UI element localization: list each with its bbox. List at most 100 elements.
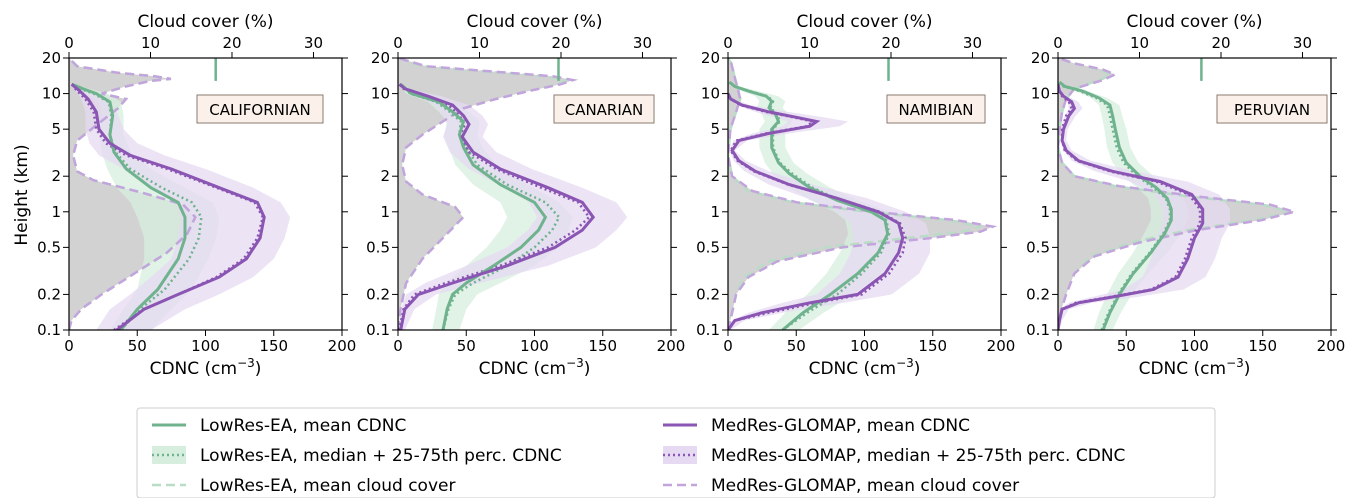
x-tick-label: 200 <box>328 337 357 355</box>
medres-mean-cdnc-line <box>1058 83 1205 330</box>
legend-item: MedRes-GLOMAP, mean cloud cover <box>663 476 1019 496</box>
lowres-median-cdnc-line <box>399 83 561 330</box>
plot-area <box>1058 58 1300 330</box>
medres-mean-cdnc-line <box>728 92 905 330</box>
medres-iqr-band <box>1058 84 1230 330</box>
y-tick-label: 1 <box>1040 203 1050 221</box>
x-tick-label: 0 <box>1053 337 1063 355</box>
legend-items: LowRes-EA, mean CDNC MedRes-GLOMAP, mean … <box>152 416 1125 496</box>
plot-area <box>728 58 998 330</box>
x-tick-label: 150 <box>1248 337 1277 355</box>
x-top-axis-title: Cloud cover (%) <box>1126 12 1262 32</box>
y-tick-label: 0.2 <box>696 285 720 303</box>
x-tick-label: 100 <box>191 337 220 355</box>
x-top-tick-label: 30 <box>304 34 323 52</box>
x-tick-label: 50 <box>128 337 147 355</box>
y-tick-label: 0.1 <box>37 321 61 339</box>
legend-item: LowRes-EA, mean cloud cover <box>152 476 455 496</box>
x-top-tick-label: 30 <box>633 34 652 52</box>
x-top-tick-label: 30 <box>963 34 982 52</box>
x-top-tick-label: 10 <box>470 34 489 52</box>
region-label: CANARIAN <box>565 101 644 119</box>
x-top-axis-title: Cloud cover (%) <box>796 12 932 32</box>
y-tick-label: 10 <box>701 85 720 103</box>
y-tick-label: 2 <box>1040 167 1050 185</box>
lowres-cloud-cover-line <box>398 58 569 330</box>
x-tick-label: 50 <box>787 337 806 355</box>
x-tick-label: 100 <box>850 337 879 355</box>
x-top-tick-label: 10 <box>141 34 160 52</box>
y-tick-label: 1 <box>710 203 720 221</box>
medres-cloud-cover-line <box>728 58 998 330</box>
legend-label: MedRes-GLOMAP, mean CDNC <box>711 416 970 436</box>
lowres-mean-cdnc-line <box>399 83 548 330</box>
y-tick-label: 0.1 <box>1026 321 1050 339</box>
region-label-box <box>886 94 986 124</box>
y-tick-label: 0.5 <box>366 238 390 256</box>
x-top-tick-label: 10 <box>1130 34 1149 52</box>
medres-iqr-band <box>728 93 930 330</box>
panel-peruvian: 0 50 100 150 200 0 10 20 30 0.1 0.2 0.5 1 2 5 10 20 Cloud… <box>1026 12 1345 379</box>
y-tick-label: 10 <box>371 85 390 103</box>
y-tick-label: 5 <box>710 120 720 138</box>
y-tick-label: 0.5 <box>37 238 61 256</box>
legend-label: LowRes-EA, mean cloud cover <box>200 476 455 496</box>
x-tick-label: 0 <box>393 337 403 355</box>
region-label-box <box>196 94 324 124</box>
x-top-tick-label: 0 <box>723 34 733 52</box>
medres-cloud-cover-line <box>1058 58 1300 330</box>
y-tick-label: 1 <box>51 203 61 221</box>
region-label-box <box>553 94 655 124</box>
x-top-tick-label: 20 <box>222 34 241 52</box>
medres-mean-cdnc-line <box>398 83 596 330</box>
x-tick-label: 100 <box>520 337 549 355</box>
lowres-mean-cdnc-line <box>728 80 890 330</box>
y-tick-label: 0.1 <box>696 321 720 339</box>
medres-mean-cdnc-line <box>70 83 266 330</box>
x-tick-label: 0 <box>64 337 74 355</box>
x-axis-title: CDNC (cm−3) <box>479 356 591 379</box>
x-top-tick-label: 0 <box>393 34 403 52</box>
region-label: NAMIBIAN <box>898 101 973 119</box>
legend-label: LowRes-EA, median + 25-75th perc. CDNC <box>200 446 562 466</box>
x-tick-label: 50 <box>457 337 476 355</box>
region-label-box <box>1216 94 1328 124</box>
x-top-tick-label: 20 <box>1211 34 1230 52</box>
y-tick-label: 0.2 <box>37 285 61 303</box>
y-tick-label: 10 <box>42 85 61 103</box>
legend-label: LowRes-EA, mean CDNC <box>200 416 406 436</box>
y-tick-label: 2 <box>51 167 61 185</box>
cloud-cover-area <box>398 58 574 330</box>
y-tick-label: 5 <box>1040 120 1050 138</box>
lowres-cloud-cover-line <box>1058 58 1291 330</box>
y-tick-label: 20 <box>701 49 720 67</box>
legend-label: MedRes-GLOMAP, mean cloud cover <box>711 476 1019 496</box>
plot-area <box>69 58 291 330</box>
x-tick-label: 50 <box>1117 337 1136 355</box>
y-tick-label: 1 <box>380 203 390 221</box>
x-tick-label: 200 <box>987 337 1016 355</box>
y-tick-label: 0.1 <box>366 321 390 339</box>
x-axis-title: CDNC (cm−3) <box>809 356 921 379</box>
x-top-tick-label: 0 <box>1053 34 1063 52</box>
x-axis-title: CDNC (cm−3) <box>150 356 262 379</box>
legend-item: LowRes-EA, mean CDNC <box>152 416 406 436</box>
x-top-tick-label: 30 <box>1293 34 1312 52</box>
medres-iqr-band <box>398 84 628 330</box>
legend-item: MedRes-GLOMAP, median + 25-75th perc. CD… <box>663 446 1125 466</box>
x-top-tick-label: 20 <box>881 34 900 52</box>
legend-label: MedRes-GLOMAP, median + 25-75th perc. CD… <box>711 446 1125 466</box>
x-tick-label: 150 <box>918 337 947 355</box>
y-tick-label: 0.5 <box>1026 238 1050 256</box>
y-tick-label: 0.5 <box>696 238 720 256</box>
medres-median-cdnc-line <box>398 83 591 330</box>
x-top-tick-label: 10 <box>800 34 819 52</box>
x-tick-label: 200 <box>1317 337 1346 355</box>
y-tick-label: 0.2 <box>1026 285 1050 303</box>
lowres-mean-cdnc-line <box>71 82 187 330</box>
region-label: PERUVIAN <box>1234 101 1310 119</box>
x-tick-label: 150 <box>259 337 288 355</box>
y-tick-label: 10 <box>1031 85 1050 103</box>
panel-namibian: 0 50 100 150 200 0 10 20 30 0.1 0.2 0.5 1 2 5 10 20 Cloud… <box>696 12 1015 379</box>
